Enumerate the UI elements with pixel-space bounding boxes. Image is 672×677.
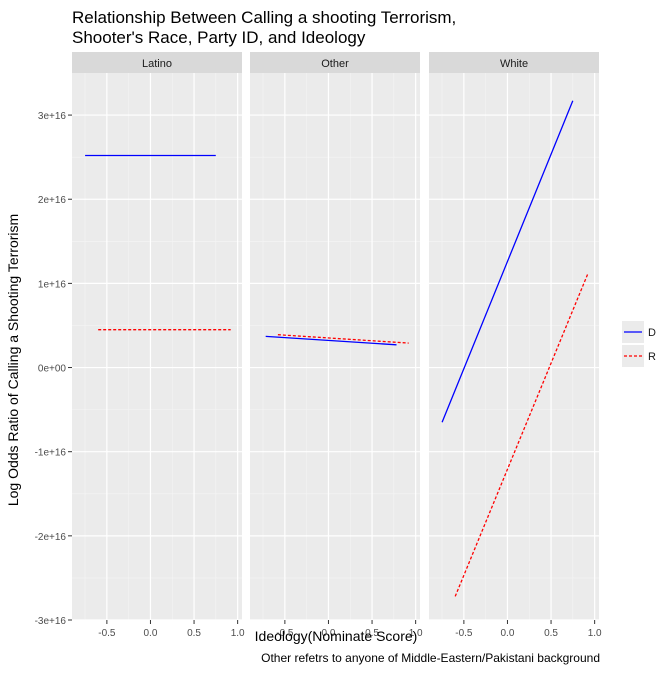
x-tick-label: 1.0 (409, 628, 423, 639)
x-tick-label: 0.0 (144, 628, 158, 639)
facet-strip-label: Latino (142, 58, 172, 70)
y-axis-label: Log Odds Ratio of Calling a Shooting Ter… (5, 214, 21, 506)
legend-label: D (648, 327, 656, 339)
x-tick-label: -0.5 (276, 628, 294, 639)
y-tick-label: -1e+16 (35, 448, 67, 459)
panel-background (72, 73, 242, 620)
facet-panel-white: White -0.5 0.0 0.5 1.0 (429, 52, 602, 639)
panel-background (250, 73, 420, 620)
series-line-d (265, 335, 397, 346)
legend-key-background (622, 345, 644, 367)
x-tick-label: 0.5 (365, 628, 379, 639)
x-tick-label: 0.0 (322, 628, 336, 639)
x-tick-label: 0.5 (187, 628, 201, 639)
series-line-r (454, 273, 589, 597)
x-axis-label: Ideology(Nominate Score) (255, 628, 418, 644)
facet-strip-label: White (500, 58, 528, 70)
legend-item-r: R (622, 345, 656, 367)
x-tick-label: -0.5 (455, 628, 473, 639)
x-tick-label: 1.0 (231, 628, 245, 639)
x-tick-label: -0.5 (98, 628, 116, 639)
y-axis: -3e+16 -2e+16 -1e+16 0e+00 1e+16 2e+16 3e+16 (35, 111, 72, 627)
x-tick-label: 0.5 (544, 628, 558, 639)
facet-strip (429, 52, 599, 73)
facet-strip-label: Other (321, 58, 349, 70)
y-tick-label: -3e+16 (35, 616, 67, 627)
y-tick-label: 3e+16 (38, 111, 67, 122)
legend-label: R (648, 351, 656, 363)
legend: DR (622, 321, 656, 367)
facet-panel-other: Other -0.5 0.0 0.5 1.0 (250, 52, 423, 639)
chart-title-line2: Shooter's Race, Party ID, and Ideology (72, 28, 366, 47)
y-tick-label: -2e+16 (35, 532, 67, 543)
y-tick-label: 1e+16 (38, 279, 67, 290)
panel-background (429, 73, 599, 620)
chart-title-line1: Relationship Between Calling a shooting … (72, 8, 456, 27)
x-tick-label: 1.0 (588, 628, 602, 639)
x-tick-label: 0.0 (501, 628, 515, 639)
y-tick-label: 2e+16 (38, 195, 67, 206)
facet-strip (250, 52, 420, 73)
series-line-r (277, 334, 409, 344)
series-line-d (441, 100, 574, 423)
y-tick-label: 0e+00 (38, 364, 67, 375)
facet-strip (72, 52, 242, 73)
chart-caption: Other refetrs to anyone of Middle-Easter… (261, 651, 600, 665)
legend-item-d: D (622, 321, 656, 343)
facet-panel-latino: Latino -0.5 0.0 0.5 1.0 (72, 52, 245, 639)
